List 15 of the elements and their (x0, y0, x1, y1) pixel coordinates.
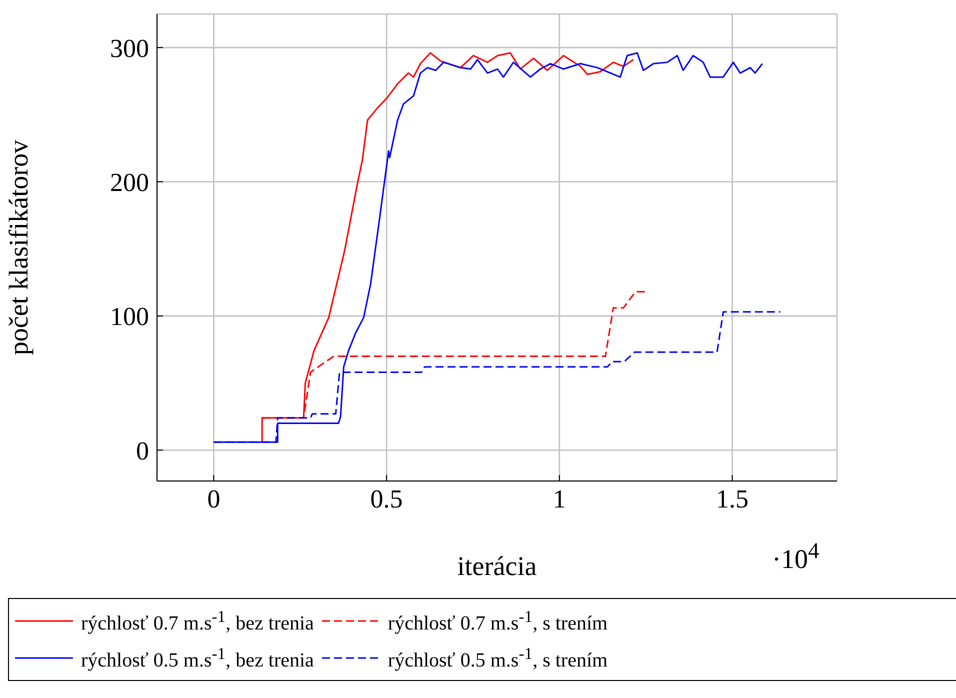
y-tick-label: 100 (110, 302, 149, 332)
y-axis-title: počet klasifikátorov (4, 139, 34, 356)
x-axis-title: iterácia (457, 551, 537, 581)
x-tick-label: 0.5 (370, 484, 403, 514)
text: ·10$^{4}$ (772, 538, 820, 575)
x-tick-label: 0 (207, 484, 220, 514)
y-tick-label: 300 (110, 34, 149, 63)
x-tick-label: 1.5 (716, 484, 748, 514)
legend-label: rýchlosť 0.5 m.s$^{-1}$, s trením (388, 644, 608, 672)
legend-label: rýchlosť 0.5 m.s$^{-1}$, bez trenia (81, 644, 314, 672)
legend-label: rýchlosť 0.7 m.s$^{-1}$, s trením (388, 607, 608, 636)
y-tick-label: 200 (110, 168, 149, 197)
legend-label: rýchlosť 0.7 m.s$^{-1}$, bez trenia (81, 607, 314, 636)
x-tick-label: 1 (552, 484, 566, 514)
y-tick-label: 0 (136, 436, 149, 466)
